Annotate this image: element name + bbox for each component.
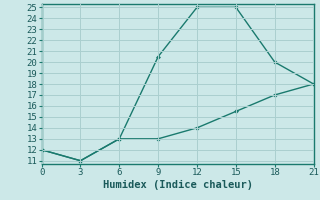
X-axis label: Humidex (Indice chaleur): Humidex (Indice chaleur) bbox=[103, 180, 252, 190]
